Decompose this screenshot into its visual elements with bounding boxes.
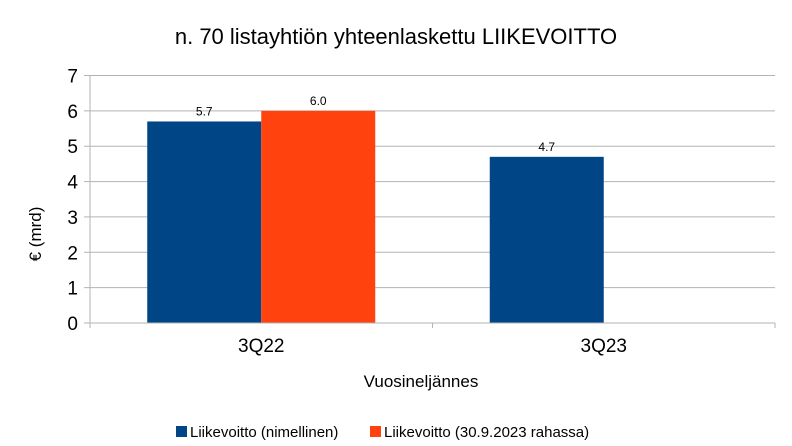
- x-tick-label: 3Q23: [581, 336, 627, 357]
- legend-label: Liikevoitto (30.9.2023 rahassa): [384, 424, 589, 441]
- bar: [489, 156, 604, 323]
- legend-label: Liikevoitto (nimellinen): [190, 424, 338, 441]
- legend-swatch: [176, 426, 187, 437]
- axes: 0 1 2 3 4 5 6 7 3Q22 3Q23: [67, 67, 776, 357]
- legend: Liikevoitto (nimellinen) Liikevoitto (30.…: [176, 424, 589, 441]
- y-tick-label: 4: [67, 173, 78, 194]
- y-tick-label: 5: [67, 137, 78, 158]
- x-axis-label: Vuosineljännes: [364, 372, 479, 391]
- y-tick-label: 7: [67, 67, 78, 88]
- y-tick-label: 2: [67, 243, 78, 264]
- bars: 5.7 6.0 4.7: [147, 94, 604, 323]
- y-tick-label: 0: [67, 314, 78, 335]
- legend-swatch: [370, 426, 381, 437]
- data-label: 6.0: [310, 94, 327, 108]
- data-label: 4.7: [538, 140, 555, 154]
- y-tick-label: 6: [67, 102, 78, 123]
- data-label: 5.7: [196, 104, 213, 118]
- y-axis-label: € (mrd): [26, 207, 45, 262]
- x-tick-label: 3Q22: [238, 336, 284, 357]
- bar: [261, 110, 376, 323]
- bar: [147, 121, 262, 323]
- y-tick-label: 3: [67, 208, 78, 229]
- chart-title: n. 70 listayhtiön yhteenlaskettu LIIKEVO…: [175, 24, 617, 49]
- y-tick-label: 1: [67, 279, 78, 300]
